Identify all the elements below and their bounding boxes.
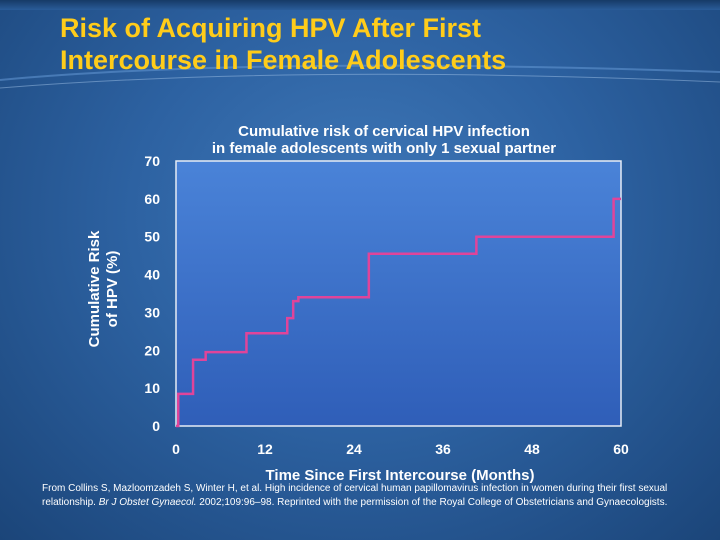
y-axis-title: Cumulative Risk of HPV (%): [86, 199, 122, 379]
x-tick-label: 0: [172, 441, 180, 457]
x-tick-label: 36: [435, 441, 451, 457]
x-tick-label: 24: [346, 441, 362, 457]
citation: From Collins S, Mazloomzadeh S, Winter H…: [42, 482, 707, 510]
y-axis-title-line-2: of HPV (%): [104, 250, 121, 328]
chart-title-line-1: Cumulative risk of cervical HPV infectio…: [238, 123, 530, 140]
x-tick-label: 60: [613, 441, 629, 457]
y-tick-label: 70: [144, 153, 160, 169]
y-axis-title-line-1: Cumulative Risk: [86, 230, 103, 348]
y-tick-label: 60: [144, 191, 160, 207]
y-tick-label: 20: [144, 342, 160, 358]
y-tick-label: 0: [152, 418, 160, 434]
top-bar: [0, 0, 720, 10]
plot-area: [175, 160, 622, 427]
x-axis-title: Time Since First Intercourse (Months): [266, 467, 535, 484]
chart-title-line-2: in female adolescents with only 1 sexual…: [212, 140, 556, 157]
citation-text-b: 2002;109:96–98. Reprinted with the permi…: [196, 497, 668, 508]
slide-title-line-2: Intercourse in Female Adolescents: [60, 45, 507, 75]
slide-title-line-1: Risk of Acquiring HPV After First: [60, 13, 482, 43]
slide-title: Risk of Acquiring HPV After First Interc…: [60, 12, 700, 76]
x-tick-label: 48: [524, 441, 540, 457]
y-tick-label: 30: [144, 304, 160, 320]
y-tick-label: 50: [144, 229, 160, 245]
y-tick-label: 10: [144, 380, 160, 396]
series-line: [176, 197, 621, 428]
citation-journal: Br J Obstet Gynaecol.: [98, 497, 197, 508]
x-tick-label: 12: [257, 441, 273, 457]
citation-text-a: From Collins S, Mazloomzadeh S, Winter H…: [42, 483, 668, 508]
y-tick-label: 40: [144, 267, 160, 283]
